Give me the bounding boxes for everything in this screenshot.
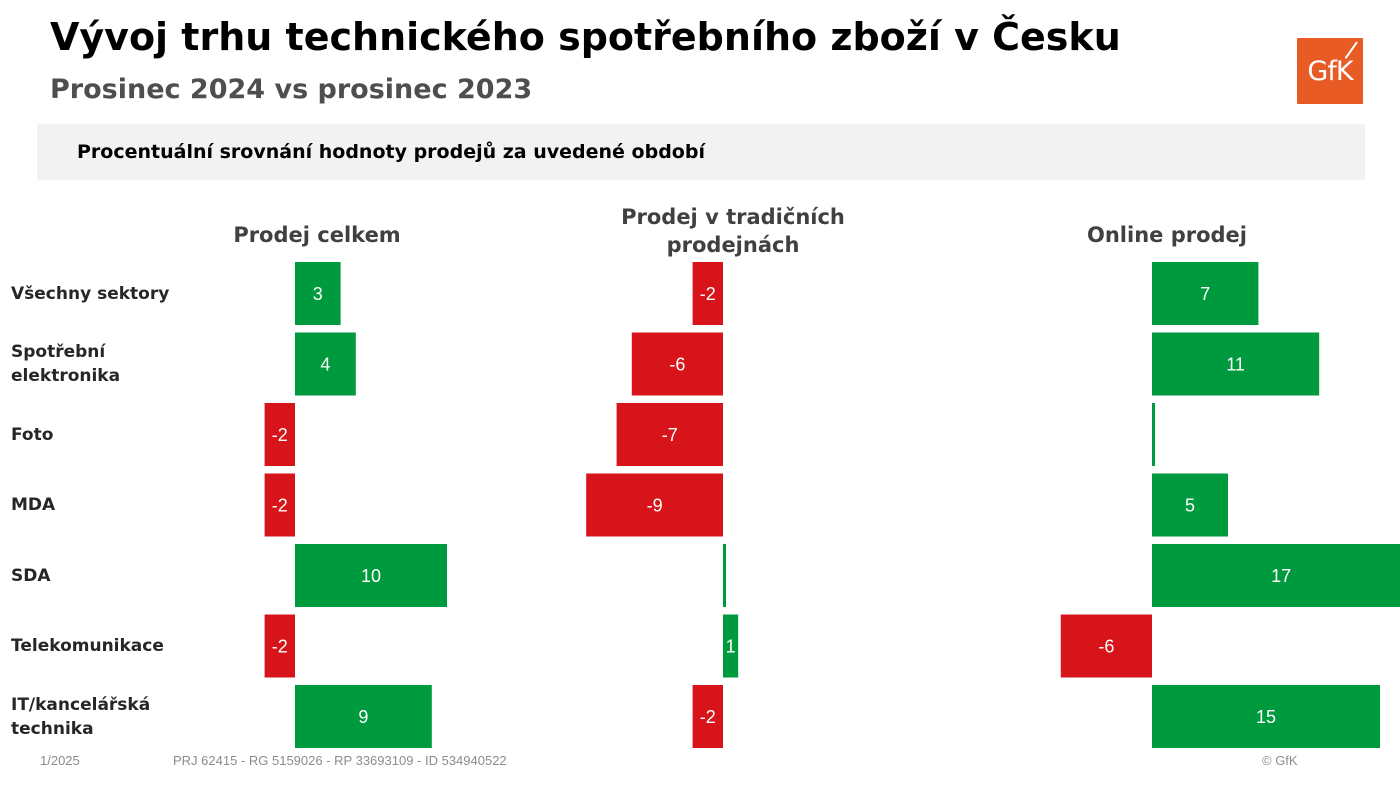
- page-title: Vývoj trhu technického spotřebního zboží…: [50, 15, 1121, 59]
- data-label: -2: [700, 707, 716, 727]
- data-label: 4: [320, 355, 330, 375]
- bar: [295, 544, 447, 607]
- bar: [692, 685, 723, 748]
- column-header-3: Online prodej: [1017, 221, 1317, 249]
- row-label-line: Spotřební: [11, 342, 106, 362]
- bar: [723, 544, 726, 607]
- row-label: IT/kancelářská technika: [11, 685, 231, 748]
- bar: [586, 473, 723, 537]
- column-header-line: Prodej celkem: [233, 223, 401, 247]
- bar: [264, 614, 295, 678]
- row-label-line: MDA: [11, 495, 56, 515]
- bar: [1060, 614, 1152, 678]
- row-label-line: Telekomunikace: [11, 636, 164, 656]
- data-label: 1: [726, 637, 736, 657]
- logo-text: GfK: [1307, 55, 1353, 87]
- bar: [1152, 403, 1155, 466]
- bar: [1152, 544, 1400, 607]
- row-label-line: Všechny sektory: [11, 283, 170, 304]
- data-label: 3: [313, 284, 323, 304]
- row-label-line: technika: [11, 718, 94, 739]
- data-label: -2: [272, 425, 288, 445]
- bar: [1152, 262, 1259, 325]
- data-label: -6: [669, 355, 685, 375]
- bar: [264, 473, 295, 537]
- bar: [631, 332, 723, 396]
- row-label: Foto: [11, 403, 231, 466]
- bar: [616, 403, 723, 466]
- row-label: Telekomunikace: [11, 615, 231, 678]
- data-label: -2: [700, 284, 716, 304]
- chart-subtitle-band: Procentuální srovnání hodnoty prodejů za…: [37, 124, 1365, 180]
- footer-date: 1/2025: [40, 753, 80, 768]
- data-label: 5: [1185, 496, 1195, 516]
- bar: [264, 403, 295, 466]
- bar: [295, 262, 341, 325]
- footer-copyright: © GfK: [1262, 753, 1298, 768]
- bar: [295, 332, 356, 396]
- data-label: 15: [1256, 707, 1276, 727]
- data-label: 7: [1200, 284, 1210, 304]
- column-header-line: Online prodej: [1087, 223, 1247, 247]
- row-label: MDA: [11, 474, 231, 537]
- row-label-line: elektronika: [11, 366, 121, 386]
- bar: [692, 262, 723, 325]
- row-label: Všechny sektory: [11, 262, 231, 325]
- column-header-line: prodejnách: [666, 233, 800, 257]
- row-label-line: SDA: [11, 565, 51, 586]
- bar: [1152, 685, 1380, 748]
- data-label: 9: [358, 707, 368, 727]
- data-label: -2: [272, 496, 288, 516]
- data-label: -6: [1098, 637, 1114, 657]
- chart-subtitle: Procentuální srovnání hodnoty prodejů za…: [77, 141, 705, 163]
- data-label: -9: [647, 496, 663, 516]
- gfk-logo: GfK: [1297, 38, 1363, 104]
- data-label: -7: [662, 425, 678, 445]
- footer-reference: PRJ 62415 - RG 5159026 - RP 33693109 - I…: [173, 753, 507, 768]
- row-label: SDA: [11, 544, 231, 607]
- data-label: 11: [1226, 355, 1245, 375]
- column-header-2: Prodej v tradičních prodejnách: [583, 203, 883, 259]
- bar: [1152, 473, 1228, 537]
- page-subtitle: Prosinec 2024 vs prosinec 2023: [50, 74, 533, 105]
- data-label: 17: [1271, 566, 1291, 586]
- row-label-line: IT/kancelářská: [11, 694, 151, 715]
- bar: [1152, 332, 1320, 396]
- column-header-1: Prodej celkem: [167, 221, 467, 249]
- row-label-line: Foto: [11, 424, 54, 445]
- data-label: -2: [272, 637, 288, 657]
- bar: [295, 685, 432, 748]
- row-label: Spotřební elektronika: [11, 333, 231, 396]
- bar: [723, 614, 739, 678]
- data-label: 10: [361, 566, 381, 586]
- column-header-line: Prodej v tradičních: [621, 205, 845, 229]
